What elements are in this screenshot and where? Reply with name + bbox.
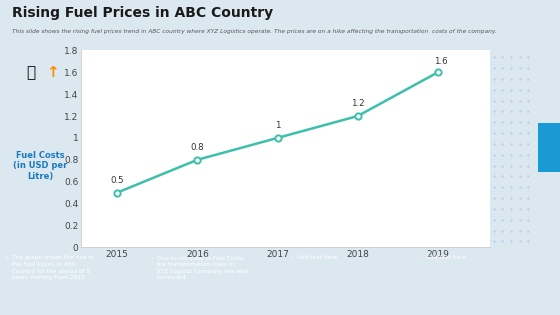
Text: 0.5: 0.5: [110, 176, 124, 185]
Text: 1.6: 1.6: [435, 56, 448, 66]
Text: This slide shows the rising fuel prices trend in ABC country where XYZ Logistics: This slide shows the rising fuel prices …: [12, 29, 497, 34]
Text: Fuel Costs
(in USD per
Litre): Fuel Costs (in USD per Litre): [13, 151, 68, 181]
Text: ›  The graph shows the rise in
   the Fuel Prices in ABC
   Country for the peri: › The graph shows the rise in the Fuel P…: [6, 255, 93, 280]
Text: 0.8: 0.8: [190, 143, 204, 152]
Text: Rising Fuel Prices in ABC Country: Rising Fuel Prices in ABC Country: [12, 6, 273, 20]
Text: 1: 1: [275, 121, 281, 130]
Text: ›  Due to increase in Fuel Costs,
   the transportation costs in
   XYZ Logistic: › Due to increase in Fuel Costs, the tra…: [151, 255, 249, 280]
Text: ↑: ↑: [46, 65, 59, 80]
Text: 1.2: 1.2: [351, 99, 365, 108]
Text: ›  Add text here: › Add text here: [291, 255, 338, 261]
Text: ›  Add text here: › Add text here: [420, 255, 466, 261]
Text: 🔥: 🔥: [26, 65, 35, 80]
